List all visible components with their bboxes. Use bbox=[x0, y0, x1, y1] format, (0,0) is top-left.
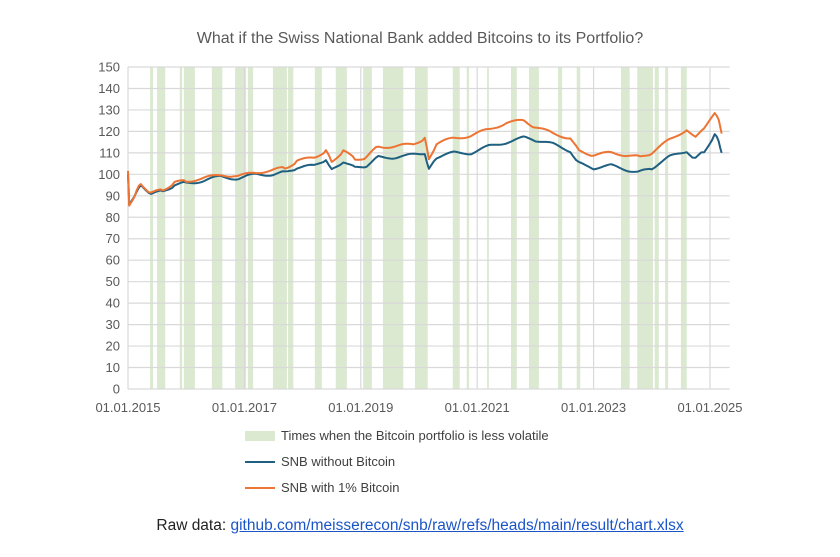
volatility-band bbox=[247, 67, 254, 389]
x-tick-label: 01.01.2025 bbox=[677, 400, 742, 415]
y-tick-label: 70 bbox=[106, 231, 120, 246]
y-tick-label: 90 bbox=[106, 188, 120, 203]
x-tick-label: 01.01.2021 bbox=[445, 400, 510, 415]
y-tick-label: 150 bbox=[98, 60, 120, 75]
y-tick-label: 40 bbox=[106, 296, 120, 311]
volatility-band bbox=[510, 67, 517, 389]
chart-title: What if the Swiss National Bank added Bi… bbox=[196, 30, 644, 47]
y-tick-label: 130 bbox=[98, 102, 120, 117]
volatility-band bbox=[576, 67, 581, 389]
x-tick-label: 01.01.2023 bbox=[561, 400, 626, 415]
x-tick-label: 01.01.2017 bbox=[212, 400, 277, 415]
legend-swatch-without bbox=[245, 460, 275, 463]
volatility-band bbox=[211, 67, 223, 389]
volatility-band bbox=[665, 67, 669, 389]
raw-data-link[interactable]: github.com/meisserecon/snb/raw/refs/head… bbox=[230, 517, 684, 534]
x-tick-label: 01.01.2015 bbox=[95, 400, 160, 415]
volatility-band bbox=[414, 67, 428, 389]
volatility-band bbox=[452, 67, 460, 389]
legend-swatch-with bbox=[245, 486, 275, 489]
chart: 0 10 20 30 40 50 60 70 80 90 100 110 120 130 140 150 01.… bbox=[95, 60, 742, 416]
volatility-band bbox=[150, 67, 154, 389]
legend-item-with: SNB with 1% Bitcoin bbox=[245, 480, 400, 495]
volatility-band bbox=[654, 67, 659, 389]
volatility-band bbox=[637, 67, 653, 389]
volatility-band bbox=[620, 67, 630, 389]
volatility-band bbox=[272, 67, 287, 389]
volatility-band bbox=[288, 67, 294, 389]
series-line-with-bitcoin bbox=[127, 112, 723, 207]
volatility-band bbox=[528, 67, 539, 389]
volatility-band bbox=[314, 67, 322, 389]
volatility-band bbox=[382, 67, 404, 389]
y-tick-label: 80 bbox=[106, 210, 120, 225]
y-tick-label: 110 bbox=[99, 145, 120, 160]
y-tick-label: 60 bbox=[106, 253, 120, 268]
y-tick-label: 120 bbox=[98, 124, 120, 139]
y-tick-label: 100 bbox=[98, 167, 120, 182]
y-tick-label: 50 bbox=[106, 274, 120, 289]
volatility-band bbox=[487, 67, 489, 389]
volatility-band bbox=[183, 67, 195, 389]
y-tick-label: 140 bbox=[98, 81, 120, 96]
volatility-band bbox=[558, 67, 563, 389]
volatility-band bbox=[363, 67, 372, 389]
footer-prefix: Raw data: bbox=[156, 517, 231, 534]
x-tick-label: 01.01.2019 bbox=[328, 400, 393, 415]
volatility-band bbox=[466, 67, 470, 389]
volatility-band bbox=[235, 67, 247, 389]
legend-label-bands: Times when the Bitcoin portfolio is less… bbox=[281, 428, 549, 443]
y-tick-label: 0 bbox=[113, 382, 120, 397]
volatility-band bbox=[680, 67, 687, 389]
y-tick-label: 10 bbox=[106, 360, 120, 375]
volatility-band bbox=[179, 67, 183, 389]
y-tick-label: 20 bbox=[106, 339, 120, 354]
legend-label-without: SNB without Bitcoin bbox=[281, 454, 396, 469]
legend-item-bands: Times when the Bitcoin portfolio is less… bbox=[245, 428, 549, 443]
legend-label-with: SNB with 1% Bitcoin bbox=[281, 480, 400, 495]
y-tick-label: 30 bbox=[106, 317, 120, 332]
legend-swatch-bands bbox=[245, 430, 275, 441]
legend-item-without: SNB without Bitcoin bbox=[245, 454, 395, 469]
volatility-band bbox=[157, 67, 166, 389]
footer: Raw data: github.com/meisserecon/snb/raw… bbox=[0, 517, 840, 535]
volatility-band bbox=[335, 67, 347, 389]
